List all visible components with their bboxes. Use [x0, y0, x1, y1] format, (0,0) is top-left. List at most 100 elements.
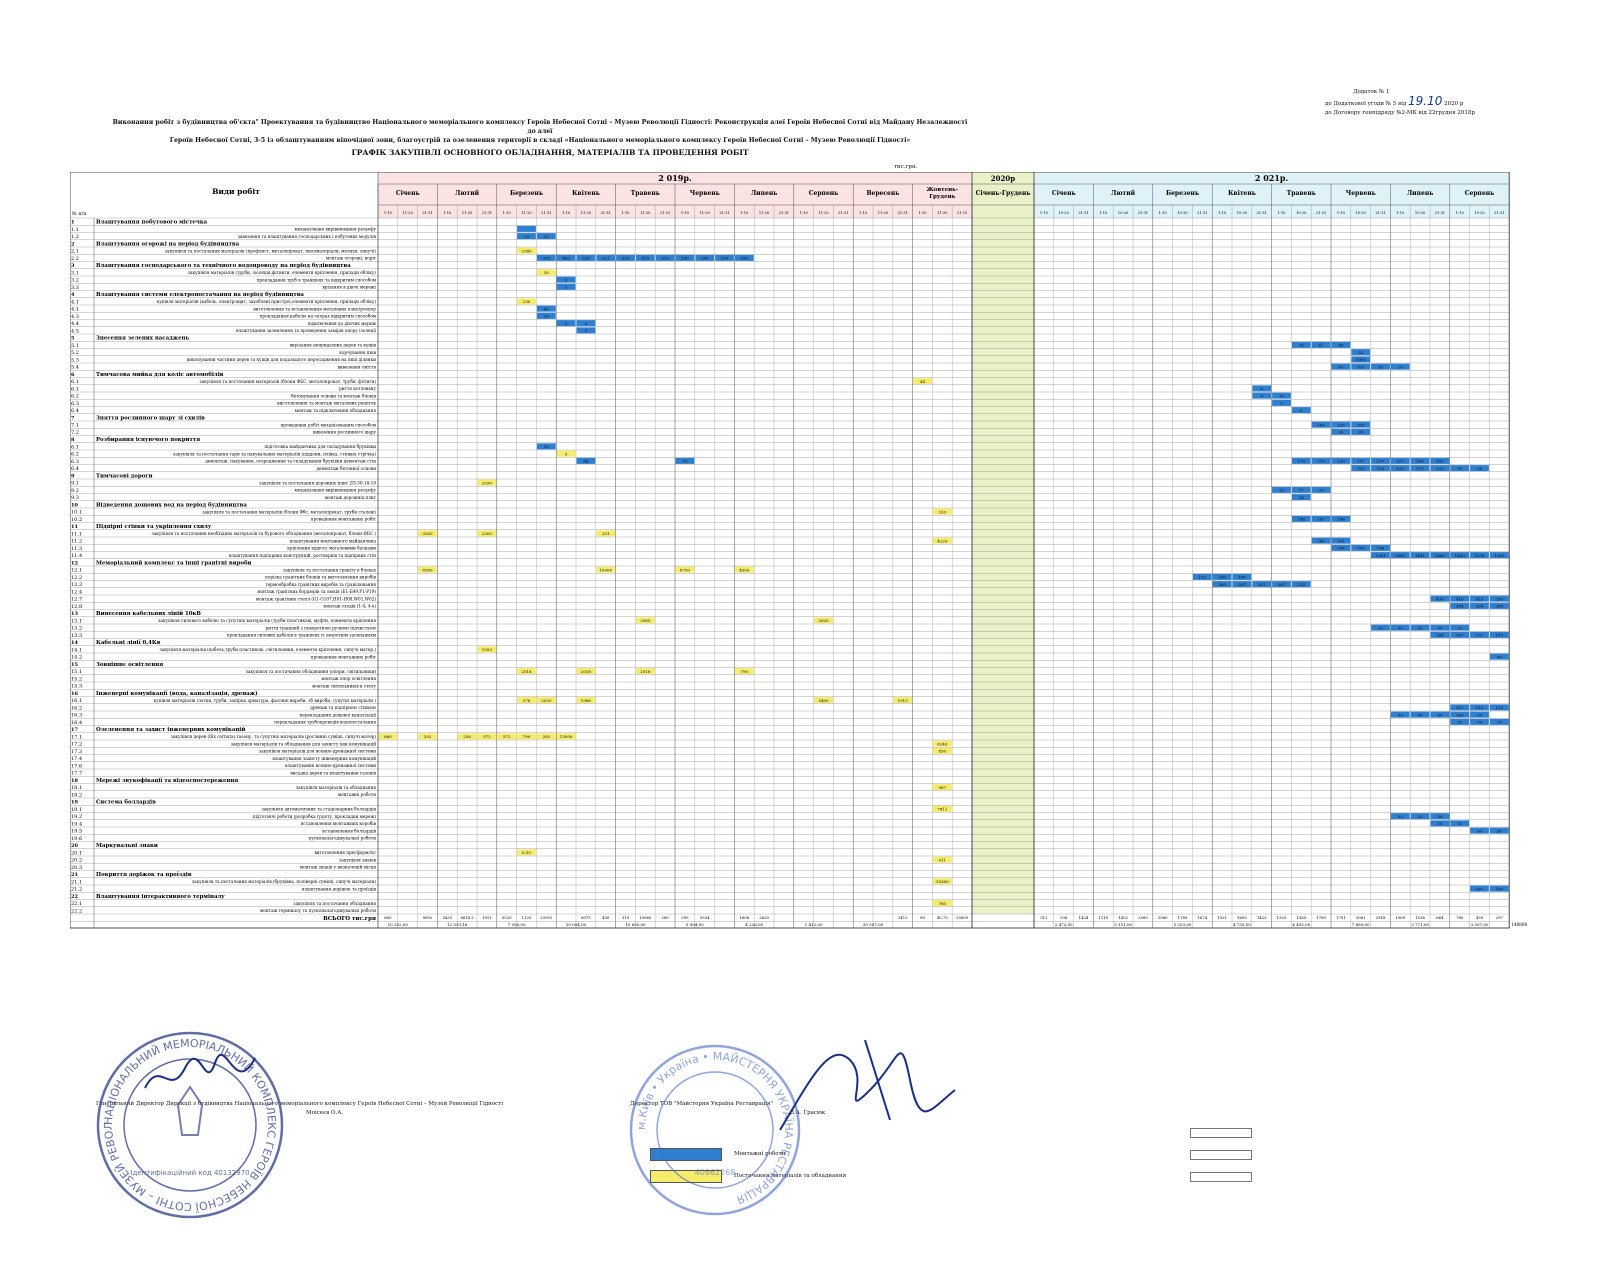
schedule-cell — [1371, 363, 1390, 370]
schedule-cell-value: 2985 — [640, 618, 651, 623]
schedule-cell — [1489, 885, 1509, 892]
task-label: закупівля та постачання тари та пакуваль… — [173, 451, 376, 456]
month-2020: Січень-Грудень — [976, 190, 1031, 197]
row-num: 9.3 — [71, 495, 79, 501]
schedule-cell-value: 35 — [1477, 712, 1483, 717]
schedule-cell — [596, 566, 616, 573]
footer-right-line1: Директор ТОВ "Майстерня Україна Реставра… — [630, 1101, 774, 1107]
schedule-cell-value: 987 — [938, 785, 946, 790]
task-label: встановлення монтажних коробів — [301, 821, 377, 826]
schedule-cell — [1450, 602, 1470, 609]
decade-label: 21-31 — [1138, 211, 1148, 215]
schedule-cell — [1390, 552, 1410, 559]
schedule-cell-value: 3300 — [422, 531, 433, 536]
month-2019-8: Вересень — [866, 190, 899, 197]
task-label: проведення монтажних робіт — [311, 654, 377, 659]
row-num: 20.2 — [71, 858, 82, 864]
section-label: Підпірні стінки та укріплення схилу — [96, 524, 212, 530]
schedule-cell-value: 5 — [565, 277, 568, 282]
section-label: Влаштування інтерактивного терміналу — [96, 894, 225, 900]
stamp-right-code: 40662268 — [695, 1168, 736, 1177]
row-num: 12.3 — [71, 582, 82, 588]
schedule-cell — [1291, 494, 1311, 501]
task-label: проведення монтажних робіт — [311, 517, 377, 522]
row-num: 12.8 — [71, 604, 82, 610]
schedule-cell-value: 1000 — [1356, 357, 1367, 362]
decade-label: 21-31 — [660, 211, 670, 215]
schedule-cell — [1430, 465, 1450, 472]
month-2019-5: Червень — [690, 190, 720, 197]
schedule-cell-value: 10 — [544, 444, 550, 449]
row-num: 16 — [71, 691, 78, 697]
schedule-cell — [477, 530, 497, 537]
schedule-cell-value: 1441 — [1415, 553, 1425, 558]
month-2021-7: Серпень — [1465, 190, 1494, 197]
schedule-cell-value: 578 — [523, 698, 531, 703]
row-num: 1.1 — [71, 227, 79, 233]
row-num: 4.3 — [71, 314, 79, 320]
schedule-cell-value: 53 — [1457, 625, 1463, 630]
legend-work-label: Монтажні роботи — [734, 1151, 786, 1157]
task-label: термообробка гранітних виробів та граніл… — [266, 582, 377, 587]
total-decade-value: 6073 — [581, 915, 591, 920]
row-num: 6.4 — [71, 466, 79, 472]
schedule-cell-value: 320 — [582, 256, 590, 261]
schedule-cell-value: 0,10 — [522, 850, 531, 855]
decade-label: 10-20 — [1296, 211, 1307, 215]
schedule-cell — [1470, 827, 1489, 834]
schedule-cell-value: 5 — [585, 328, 588, 333]
schedule-cell-value: 180 — [1495, 886, 1503, 891]
schedule-cell-value: 44 — [920, 379, 926, 384]
task-label: прокладання кабелю на опорах відкритим с… — [260, 314, 377, 319]
section-label: Маркувальні знаки — [96, 843, 158, 849]
month-2019-9: Жовтень- — [926, 187, 958, 193]
section-label: Влаштування побутового містечка — [96, 219, 208, 226]
schedule-cell-value: 4500 — [739, 567, 750, 572]
schedule-cell — [536, 305, 556, 312]
stamp-right: м.Київ • Україна • МАЙСТЕРНЯ УКРАЇНА РЕС… — [629, 1044, 801, 1216]
decade-label: 1-10 — [1456, 211, 1465, 215]
schedule-cell-value: 850 — [938, 749, 946, 754]
decade-label: 11-20 — [640, 211, 651, 215]
schedule-cell — [1331, 341, 1351, 348]
task-label: порізка гранітних блоків та виготовлення… — [265, 575, 377, 580]
row-num: 6.1 — [71, 444, 79, 450]
schedule-cell — [932, 900, 952, 907]
schedule-cell-value: 790 — [1357, 546, 1365, 551]
task-label: закупівля та постачання матеріалів (проф… — [165, 248, 377, 253]
schedule-cell-value: 120 — [1357, 466, 1365, 471]
schedule-cell — [1272, 486, 1291, 493]
task-label: демонтаж бетонної основи — [316, 466, 376, 471]
decade-label: 21-31 — [1494, 211, 1504, 215]
decade-label: 1-10 — [859, 211, 868, 215]
schedule-cell-value: 155 — [1495, 633, 1503, 638]
schedule-cell-value: 911 — [938, 857, 946, 862]
blank-field-1 — [1190, 1128, 1252, 1138]
schedule-cell — [1430, 711, 1450, 718]
schedule-cell-value: 460 — [562, 256, 570, 261]
schedule-cell-value: 112 — [1476, 705, 1484, 710]
section-label: Тимчасова мийка для коліс автомобілів — [96, 371, 224, 378]
unit-label: тис.грн. — [894, 164, 918, 170]
row-num: 9.1 — [71, 481, 79, 487]
task-label: закупівля та постачання матеріалів (блок… — [202, 509, 376, 514]
intro-text: Виконання робіт з будівництва об'єкта" П… — [110, 118, 970, 145]
schedule-cell-value: 35 — [1457, 720, 1463, 725]
task-label: монтаж знаків у визначеній місця — [300, 865, 376, 870]
schedule-cell-value: 1061 — [1375, 553, 1385, 558]
schedule-cell-value: 6240 — [937, 741, 948, 746]
row-num: 6.2 — [71, 452, 79, 458]
intro-line2: Героїв Небесної Сотні, 3-5 із облаштуван… — [169, 137, 911, 144]
row-num: 4.1 — [71, 307, 79, 313]
signature-right-stroke — [779, 1039, 956, 1131]
schedule-cell-value: 5 — [585, 321, 588, 326]
row-num: 20.1 — [71, 850, 82, 856]
schedule-cell-value: 167 — [1317, 517, 1325, 522]
schedule-cell-value: 8 — [1260, 393, 1263, 398]
section-label: Інженерні комунікації (вода, каналізація… — [96, 690, 258, 697]
schedule-cell — [1212, 581, 1232, 588]
schedule-cell — [497, 733, 517, 740]
schedule-cell — [1232, 581, 1252, 588]
schedule-cell — [1331, 515, 1351, 522]
row-num: 13 — [71, 611, 78, 617]
